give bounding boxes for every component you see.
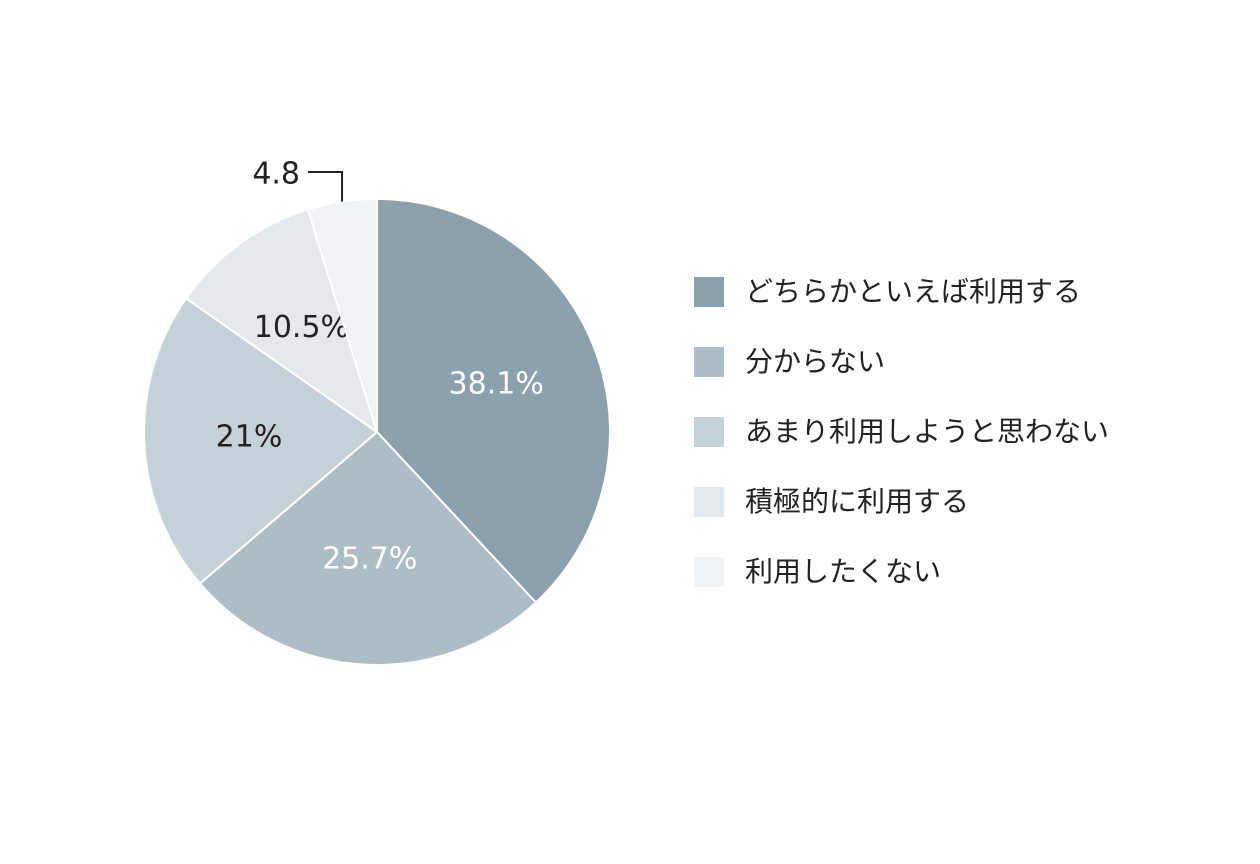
slice-label: 4.8 [252,157,300,192]
legend-swatch [694,277,724,307]
leader-line [308,171,344,202]
slice-label: 25.7% [322,541,417,576]
legend-swatch [694,417,724,447]
slice-label: 10.5% [254,310,349,345]
legend-label: 積極的に利用する [745,485,969,518]
pie-slice [306,197,378,433]
legend-label: 分からない [745,345,885,378]
pie-slice [184,208,379,435]
legend-label: あまり利用しようと思わない [745,415,1109,448]
pie-slice [376,197,611,604]
slice-label: 38.1% [449,367,544,402]
pie-slice [143,297,379,585]
legend-label: どちらかといえば利用する [745,275,1081,308]
legend-swatch [694,557,724,587]
slice-label: 21% [216,420,283,455]
legend-label: 利用したくない [745,555,941,588]
legend-swatch [694,487,724,517]
pie-slice [198,430,538,666]
legend-swatch [694,347,724,377]
